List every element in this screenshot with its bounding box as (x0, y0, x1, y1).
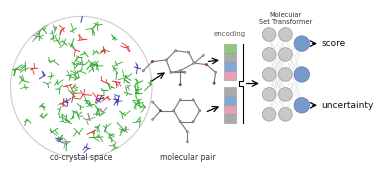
Circle shape (186, 131, 188, 133)
Bar (224, 105, 236, 114)
Circle shape (160, 110, 162, 112)
Circle shape (142, 70, 144, 72)
Circle shape (262, 28, 276, 41)
Circle shape (279, 48, 292, 61)
Circle shape (179, 70, 181, 72)
Bar (224, 96, 236, 105)
Circle shape (172, 110, 175, 112)
Text: co-crystal space: co-crystal space (50, 153, 112, 162)
Bar (224, 87, 236, 96)
Circle shape (294, 98, 310, 113)
Text: encoding: encoding (214, 31, 246, 37)
Circle shape (152, 118, 153, 121)
Circle shape (262, 88, 276, 101)
Circle shape (187, 51, 190, 53)
Circle shape (192, 99, 194, 101)
Circle shape (174, 50, 177, 52)
Circle shape (184, 71, 186, 74)
Circle shape (198, 110, 201, 112)
Text: Molecular
Set Transformer: Molecular Set Transformer (259, 12, 312, 25)
Bar (224, 53, 236, 62)
Circle shape (213, 82, 215, 84)
Circle shape (279, 108, 292, 121)
Bar (224, 62, 236, 71)
Bar (224, 44, 236, 53)
Circle shape (215, 71, 217, 73)
Circle shape (279, 88, 292, 101)
Circle shape (170, 71, 172, 74)
Circle shape (262, 68, 276, 81)
Circle shape (151, 60, 154, 63)
Circle shape (279, 28, 292, 41)
Circle shape (179, 121, 181, 123)
Circle shape (294, 67, 310, 82)
Circle shape (279, 68, 292, 81)
Circle shape (179, 84, 181, 86)
Circle shape (202, 54, 204, 56)
Circle shape (294, 36, 310, 51)
Circle shape (205, 63, 208, 66)
Circle shape (193, 62, 195, 64)
Circle shape (186, 141, 188, 143)
Text: score: score (322, 39, 346, 48)
Circle shape (165, 59, 167, 61)
Text: uncertainty: uncertainty (322, 101, 374, 110)
Circle shape (152, 101, 153, 103)
Circle shape (179, 99, 181, 101)
Bar (224, 114, 236, 123)
Text: molecular pair: molecular pair (160, 153, 215, 162)
Circle shape (192, 121, 194, 123)
Circle shape (262, 108, 276, 121)
Bar (224, 71, 236, 80)
Circle shape (262, 48, 276, 61)
